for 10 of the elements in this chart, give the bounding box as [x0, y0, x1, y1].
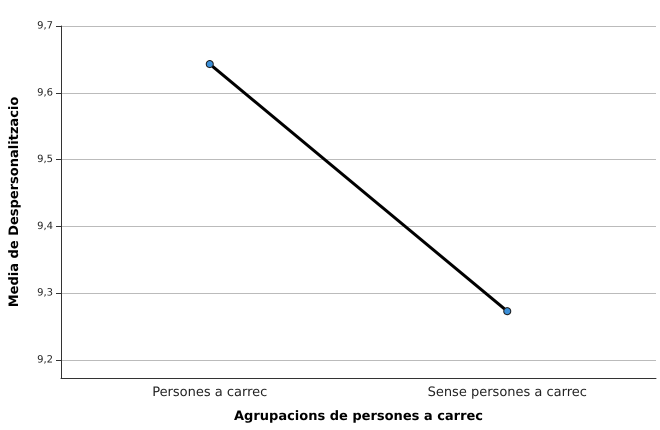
y-tick-label: 9,4	[37, 220, 53, 232]
x-axis-title: Agrupacions de persones a carrec	[234, 409, 484, 424]
y-tick-label: 9,7	[37, 20, 53, 32]
x-tick-label: Sense persones a carrec	[428, 385, 587, 400]
x-tick-label: Persones a carrec	[152, 385, 268, 400]
y-axis-title: Media de Despersonalitzacio	[7, 96, 22, 308]
y-tick-label: 9,6	[37, 87, 53, 98]
y-tick-label: 9,3	[37, 288, 53, 299]
y-tick-label: 9,2	[37, 354, 53, 366]
y-tick-label: 9,5	[37, 154, 53, 166]
